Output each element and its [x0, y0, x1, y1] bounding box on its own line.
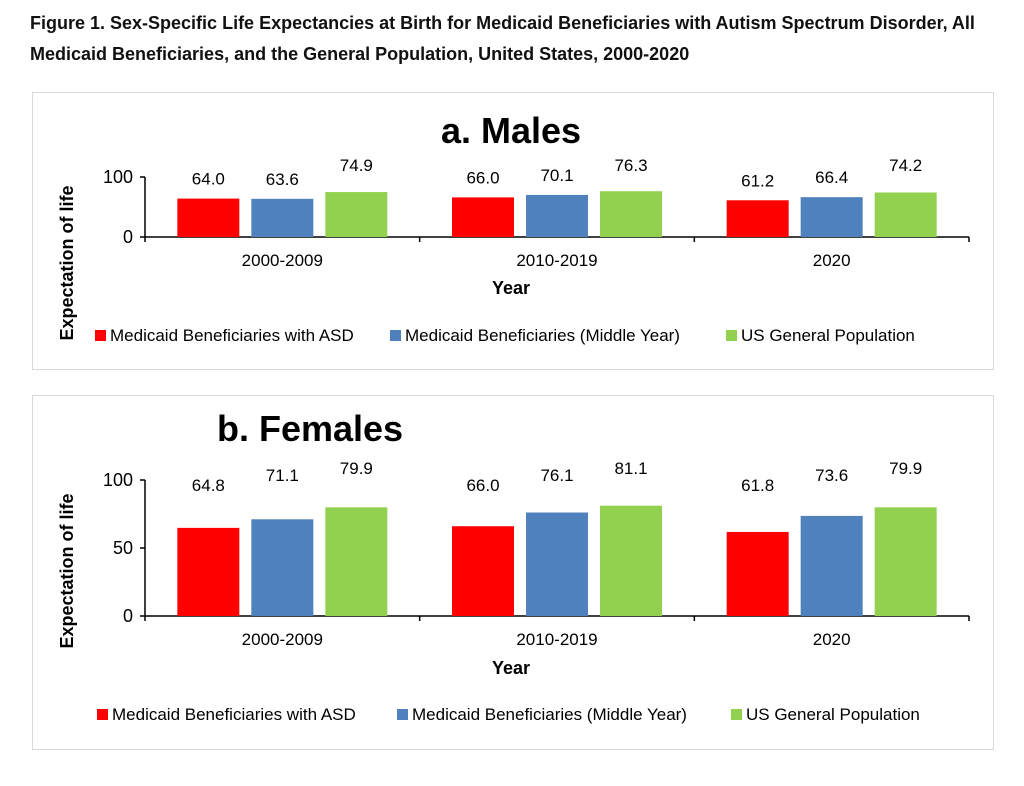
females-x-axis-title: Year	[492, 658, 530, 678]
males-legend-swatch	[390, 330, 401, 341]
males-y-tick-label: 0	[123, 227, 133, 247]
males-data-label: 66.4	[815, 168, 848, 187]
females-legend-swatch	[397, 709, 408, 720]
males-bar	[874, 192, 937, 237]
females-y-tick-label: 100	[103, 470, 133, 490]
females-legend-label: Medicaid Beneficiaries with ASD	[112, 705, 356, 724]
males-data-label: 61.2	[741, 171, 774, 190]
females-category-label: 2010-2019	[516, 630, 597, 649]
males-legend-label: Medicaid Beneficiaries with ASD	[110, 326, 354, 345]
females-legend-label: US General Population	[746, 705, 920, 724]
females-y-tick-label: 50	[113, 538, 133, 558]
males-bar	[600, 191, 662, 237]
males-category-label: 2000-2009	[242, 251, 323, 270]
males-category-label: 2010-2019	[516, 251, 597, 270]
females-y-tick-label: 0	[123, 606, 133, 626]
females-category-label: 2020	[813, 630, 851, 649]
females-category-label: 2000-2009	[242, 630, 323, 649]
males-bar	[325, 192, 388, 237]
females-bar	[600, 505, 662, 616]
males-bar	[251, 198, 314, 237]
females-data-label: 66.0	[466, 476, 499, 495]
females-data-label: 71.1	[266, 466, 299, 485]
females-bar	[325, 507, 388, 616]
females-chart: b. Females 0 50 100 2000-2009 64.8 71.1 79.9 201…	[57, 408, 970, 724]
males-bar	[177, 198, 240, 237]
males-data-label: 64.0	[192, 170, 225, 189]
females-data-label: 81.1	[614, 459, 647, 478]
males-bar	[800, 197, 863, 237]
males-data-label: 63.6	[266, 170, 299, 189]
males-data-label: 74.9	[340, 156, 373, 175]
males-data-label: 76.3	[614, 156, 647, 175]
males-y-tick-label: 100	[103, 167, 133, 187]
males-data-label: 66.0	[466, 168, 499, 187]
females-data-label: 61.8	[741, 476, 774, 495]
males-data-label: 70.1	[540, 166, 573, 185]
figure-title: Figure 1. Sex-Specific Life Expectancies…	[30, 13, 975, 64]
females-bar	[251, 519, 314, 616]
females-legend-swatch	[731, 709, 742, 720]
females-data-label: 79.9	[340, 459, 373, 478]
females-legend-swatch	[97, 709, 108, 720]
males-x-axis-title: Year	[492, 278, 530, 298]
females-data-label: 73.6	[815, 466, 848, 485]
males-chart: a. Males 0 100 2000-2009 64.0 63.6 74.9 2010-20…	[57, 110, 970, 345]
males-y-axis-title: Expectation of life	[57, 185, 77, 340]
males-category-label: 2020	[813, 251, 851, 270]
males-bar	[726, 200, 789, 237]
females-data-label: 76.1	[540, 466, 573, 485]
females-data-label: 64.8	[192, 476, 225, 495]
males-bar	[526, 194, 588, 237]
males-bar	[452, 197, 514, 237]
females-legend-label: Medicaid Beneficiaries (Middle Year)	[412, 705, 687, 724]
males-data-label: 74.2	[889, 156, 922, 175]
males-legend-label: US General Population	[741, 326, 915, 345]
females-bar	[800, 515, 863, 616]
females-bar	[526, 512, 588, 616]
males-legend-label: Medicaid Beneficiaries (Middle Year)	[405, 326, 680, 345]
females-y-axis-title: Expectation of life	[57, 493, 77, 648]
males-legend-swatch	[726, 330, 737, 341]
females-chart-title: b. Females	[217, 408, 403, 449]
females-bar	[452, 526, 514, 616]
males-chart-panel: a. Males 0 100 2000-2009 64.0 63.6 74.9 2010-20…	[32, 92, 994, 370]
females-bar	[726, 531, 789, 616]
females-bar	[874, 507, 937, 616]
females-bar	[177, 527, 240, 616]
males-legend-swatch	[95, 330, 106, 341]
males-chart-title: a. Males	[441, 110, 581, 151]
females-chart-panel: b. Females 0 50 100 2000-2009 64.8 71.1 79.9 201…	[32, 395, 994, 750]
females-data-label: 79.9	[889, 459, 922, 478]
